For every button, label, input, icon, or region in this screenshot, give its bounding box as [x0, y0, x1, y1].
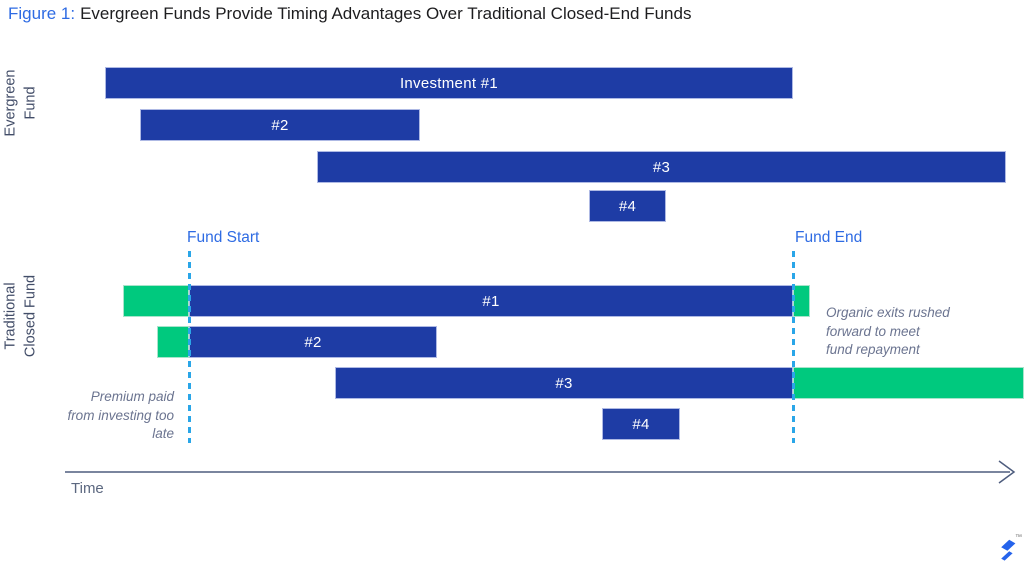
dashed-marker-line [188, 251, 191, 443]
investment-bar: Investment #1 [105, 67, 793, 99]
bar-label: #2 [271, 116, 289, 134]
figure-title-text: Evergreen Funds Provide Timing Advantage… [80, 4, 692, 23]
bar-label: #4 [618, 197, 637, 215]
annotation-text: Organic exits rushed forward to meet fund … [826, 305, 950, 358]
bar-segment-green [157, 326, 189, 358]
investment-bar: #2 [189, 326, 437, 358]
bar-label: #2 [304, 333, 322, 351]
axis-group-label: Traditional Closed Fund [2, 274, 38, 358]
timeline-marker-label: Fund End [795, 229, 863, 246]
toptal-logo [1001, 539, 1016, 561]
bar-label: #1 [482, 292, 500, 310]
figure-title: Figure 1: Evergreen Funds Provide Timing … [8, 4, 691, 24]
investment-bar: #3 [317, 151, 1006, 183]
bar-segment-green [123, 285, 189, 317]
investment-bar: #4 [589, 190, 666, 222]
axis-group-label: Evergreen Fund [2, 69, 38, 137]
investment-bar: #3 [335, 367, 793, 399]
figure-number-label: Figure 1: [8, 4, 76, 23]
trademark-symbol: ™ [1015, 534, 1022, 541]
bar-label: #3 [555, 374, 573, 392]
investment-bar: #1 [189, 285, 793, 317]
time-axis-arrow [65, 460, 1016, 484]
annotation-text: Premium paid from investing too late [67, 389, 174, 442]
timeline-marker-label: Fund Start [187, 229, 260, 246]
bar-segment-green [793, 367, 1024, 399]
investment-bar: #4 [602, 408, 680, 440]
time-axis-label: Time [71, 480, 104, 497]
bar-label: #4 [632, 415, 650, 433]
bar-segment-green [793, 285, 810, 317]
dashed-marker-line [792, 251, 795, 443]
bar-label: Investment #1 [399, 74, 499, 92]
investment-bar: #2 [140, 109, 420, 141]
bar-label: #3 [652, 158, 671, 176]
